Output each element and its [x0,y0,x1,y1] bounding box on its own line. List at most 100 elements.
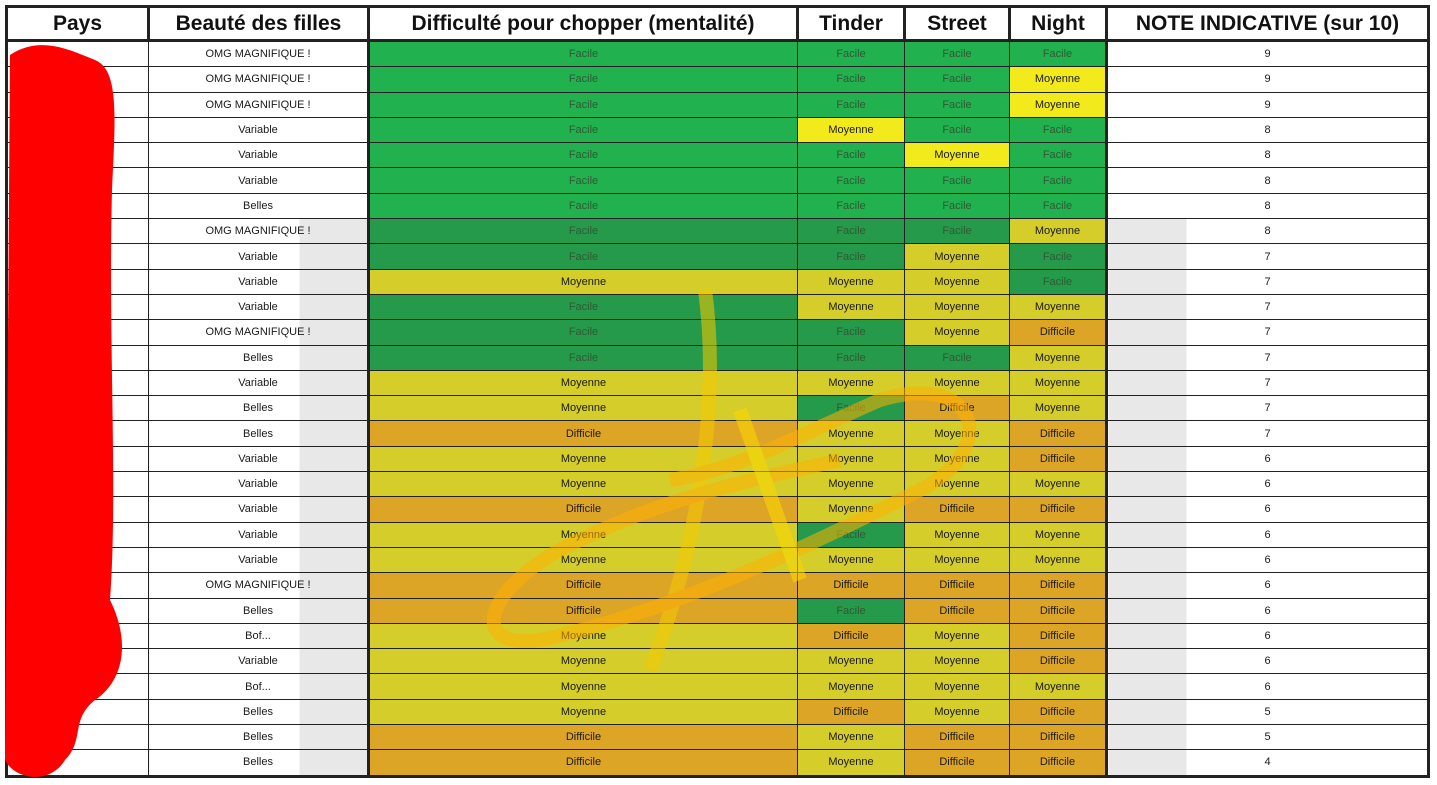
cell-note: 8 [1105,167,1429,194]
cell-difficulte: Moyenne [367,521,798,548]
cell-pays [6,243,149,270]
header-tinder: Tinder [796,5,906,42]
cell-night: Difficile [1009,749,1108,777]
table-row: OMG MAGNIFIQUE ! Facile Facile Facile Moyenn… [6,218,1429,245]
cell-tinder: Moyenne [797,496,905,523]
cell-street: Facile [904,344,1010,371]
cell-beaute: OMG MAGNIFIQUE ! [148,66,370,93]
cell-difficulte: Difficile [367,724,798,751]
cell-beaute: Belles [148,420,370,447]
table-row: OMG MAGNIFIQUE ! Facile Facile Facile Moyenn… [6,66,1429,93]
cell-difficulte: Difficile [367,749,798,777]
table-row: Belles Difficile Moyenne Difficile Difficile… [6,749,1429,777]
cell-beaute: Variable [148,369,370,397]
cell-street: Difficile [904,724,1010,751]
cell-beaute: OMG MAGNIFIQUE ! [148,218,370,245]
cell-night: Difficile [1009,648,1108,675]
cell-street: Moyenne [904,268,1010,295]
table-row: Bof... Moyenne Difficile Moyenne Difficile 6 [6,622,1429,650]
cell-difficulte: Moyenne [367,622,798,650]
cell-pays [6,572,149,599]
cell-night: Facile [1009,39,1108,68]
table-row: OMG MAGNIFIQUE ! Facile Facile Facile Moyenn… [6,91,1429,118]
cell-street: Moyenne [904,698,1010,726]
cell-difficulte: Difficile [367,420,798,447]
cell-tinder: Facile [797,91,905,118]
cell-tinder: Facile [797,142,905,169]
cell-beaute: OMG MAGNIFIQUE ! [148,319,370,346]
cell-difficulte: Moyenne [367,471,798,498]
cell-difficulte: Moyenne [367,546,798,574]
cell-pays [6,167,149,194]
cell-tinder: Facile [797,243,905,270]
cell-beaute: Variable [148,142,370,169]
cell-pays [6,521,149,548]
cell-night: Difficile [1009,445,1108,473]
cell-pays [6,420,149,447]
cell-beaute: Belles [148,395,370,422]
cell-street: Moyenne [904,622,1010,650]
cell-street: Moyenne [904,369,1010,397]
cell-pays [6,597,149,624]
cell-night: Moyenne [1009,395,1108,422]
cell-street: Moyenne [904,521,1010,548]
table-row: Belles Difficile Moyenne Difficile Difficile… [6,724,1429,751]
cell-difficulte: Facile [367,91,798,118]
cell-tinder: Difficile [797,572,905,599]
header-difficulte: Difficulté pour chopper (mentalité) [367,5,799,42]
table-row: OMG MAGNIFIQUE ! Facile Facile Moyenne Diffi… [6,319,1429,346]
cell-pays [6,698,149,726]
header-night: Night [1008,5,1108,42]
cell-note: 9 [1105,66,1429,93]
cell-pays [6,344,149,371]
cell-pays [6,142,149,169]
cell-beaute: Variable [148,648,370,675]
table-row: Variable Moyenne Moyenne Moyenne Moyenne 6 [6,471,1429,498]
cell-street: Moyenne [904,243,1010,270]
cell-night: Difficile [1009,420,1108,447]
cell-note: 7 [1105,293,1429,321]
cell-difficulte: Facile [367,142,798,169]
cell-beaute: Belles [148,698,370,726]
cell-difficulte: Difficile [367,572,798,599]
cell-street: Difficile [904,496,1010,523]
cell-pays [6,39,149,68]
cell-street: Facile [904,116,1010,144]
cell-difficulte: Facile [367,344,798,371]
table-row: OMG MAGNIFIQUE ! Difficile Difficile Diffic… [6,572,1429,599]
cell-night: Moyenne [1009,91,1108,118]
table-row: Bof... Moyenne Moyenne Moyenne Moyenne 6 [6,673,1429,700]
cell-pays [6,319,149,346]
cell-tinder: Moyenne [797,749,905,777]
cell-note: 9 [1105,39,1429,68]
cell-beaute: Variable [148,167,370,194]
cell-beaute: Belles [148,749,370,777]
cell-pays [6,546,149,574]
cell-night: Facile [1009,268,1108,295]
table-row: Belles Moyenne Facile Difficile Moyenne 7 [6,395,1429,422]
cell-difficulte: Difficile [367,597,798,624]
cell-street: Facile [904,192,1010,220]
cell-beaute: Variable [148,471,370,498]
cell-street: Moyenne [904,319,1010,346]
cell-note: 8 [1105,142,1429,169]
cell-note: 5 [1105,698,1429,726]
cell-street: Moyenne [904,673,1010,700]
cell-street: Facile [904,167,1010,194]
cell-difficulte: Difficile [367,496,798,523]
cell-night: Difficile [1009,698,1108,726]
table-row: Variable Facile Moyenne Moyenne Moyenne 7 [6,293,1429,321]
cell-note: 6 [1105,496,1429,523]
header-pays: Pays [5,5,150,42]
cell-beaute: Variable [148,521,370,548]
cell-tinder: Difficile [797,622,905,650]
cell-tinder: Moyenne [797,420,905,447]
cell-night: Moyenne [1009,66,1108,93]
cell-pays [6,268,149,295]
cell-street: Moyenne [904,142,1010,169]
cell-street: Moyenne [904,445,1010,473]
cell-difficulte: Moyenne [367,395,798,422]
cell-beaute: Variable [148,293,370,321]
cell-tinder: Moyenne [797,471,905,498]
cell-difficulte: Facile [367,293,798,321]
